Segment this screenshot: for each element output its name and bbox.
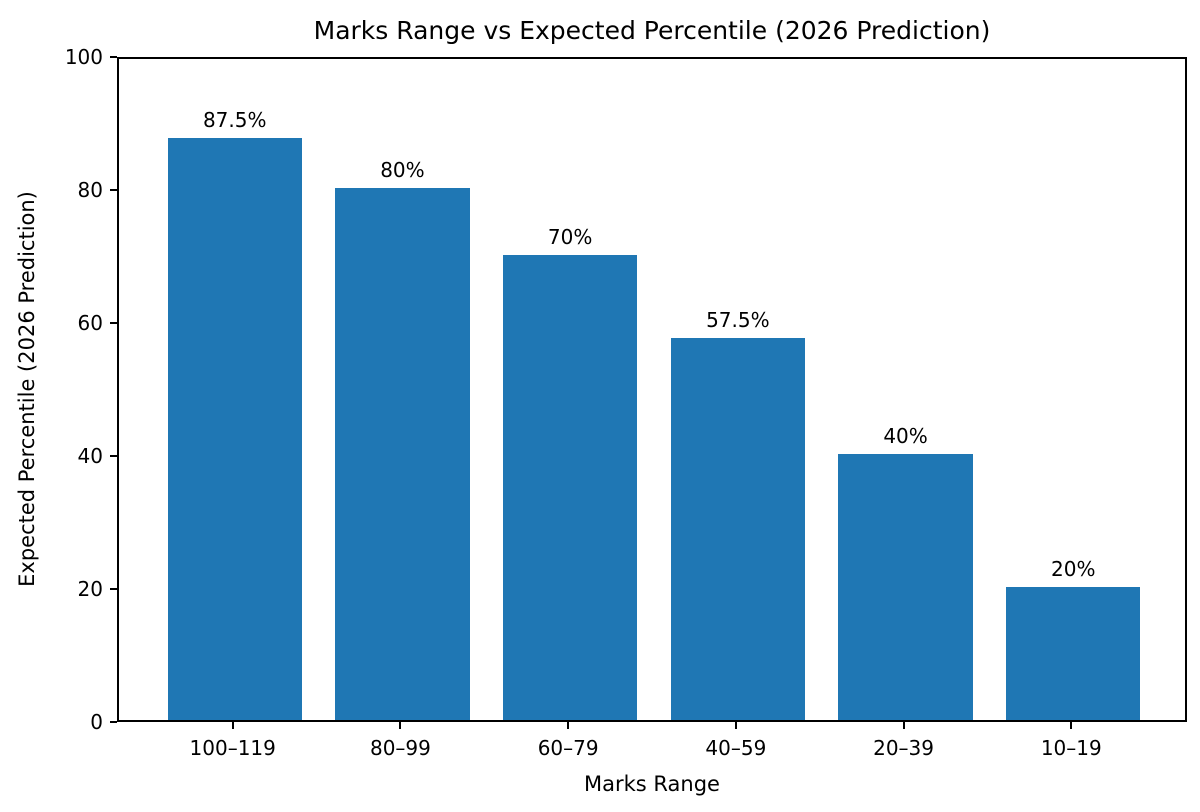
chart-title: Marks Range vs Expected Percentile (2026… [313, 16, 991, 45]
y-tick-mark [110, 189, 117, 191]
x-tick-mark [567, 722, 570, 729]
bar [167, 138, 302, 720]
bar-value-label: 20% [1051, 557, 1096, 581]
bar-value-label: 40% [883, 424, 928, 448]
bar-value-label: 70% [547, 224, 593, 249]
y-tick-label: 100 [64, 45, 103, 69]
y-tick-label: 60 [77, 311, 103, 335]
x-tick-mark [734, 722, 737, 729]
bar [503, 254, 638, 720]
y-tick-mark [110, 588, 117, 590]
y-tick-mark [110, 455, 117, 457]
y-tick-mark [110, 322, 117, 324]
bar-value-label: 57.5% [706, 307, 770, 332]
y-tick-label: 40 [77, 444, 103, 468]
y-tick-mark [110, 56, 117, 58]
x-tick-mark [231, 722, 234, 729]
x-axis-label: Marks Range [584, 772, 720, 796]
y-tick-mark [110, 721, 117, 723]
x-tick-label: 80–99 [369, 736, 431, 760]
y-axis-label: Expected Percentile (2026 Prediction) [15, 191, 39, 587]
bar [838, 454, 973, 720]
x-tick-label: 40–59 [705, 736, 767, 760]
y-tick-label: 80 [77, 178, 103, 202]
bar [335, 188, 470, 720]
bar [670, 337, 805, 720]
bar-value-label: 87.5% [202, 108, 267, 133]
x-tick-label: 60–79 [537, 736, 599, 760]
x-tick-label: 100–119 [189, 736, 276, 760]
plot-area: 87.5% 80% 70% 57.5% 40% 20% [117, 57, 1187, 722]
y-tick-label: 20 [77, 577, 103, 601]
x-tick-mark [902, 722, 905, 729]
x-tick-mark [399, 722, 402, 729]
x-tick-label: 20–39 [873, 736, 935, 760]
y-tick-label: 0 [90, 710, 103, 734]
x-tick-mark [1070, 722, 1073, 729]
x-tick-label: 10–19 [1040, 736, 1102, 760]
bar [1006, 587, 1141, 720]
bar-value-label: 80% [380, 158, 425, 182]
